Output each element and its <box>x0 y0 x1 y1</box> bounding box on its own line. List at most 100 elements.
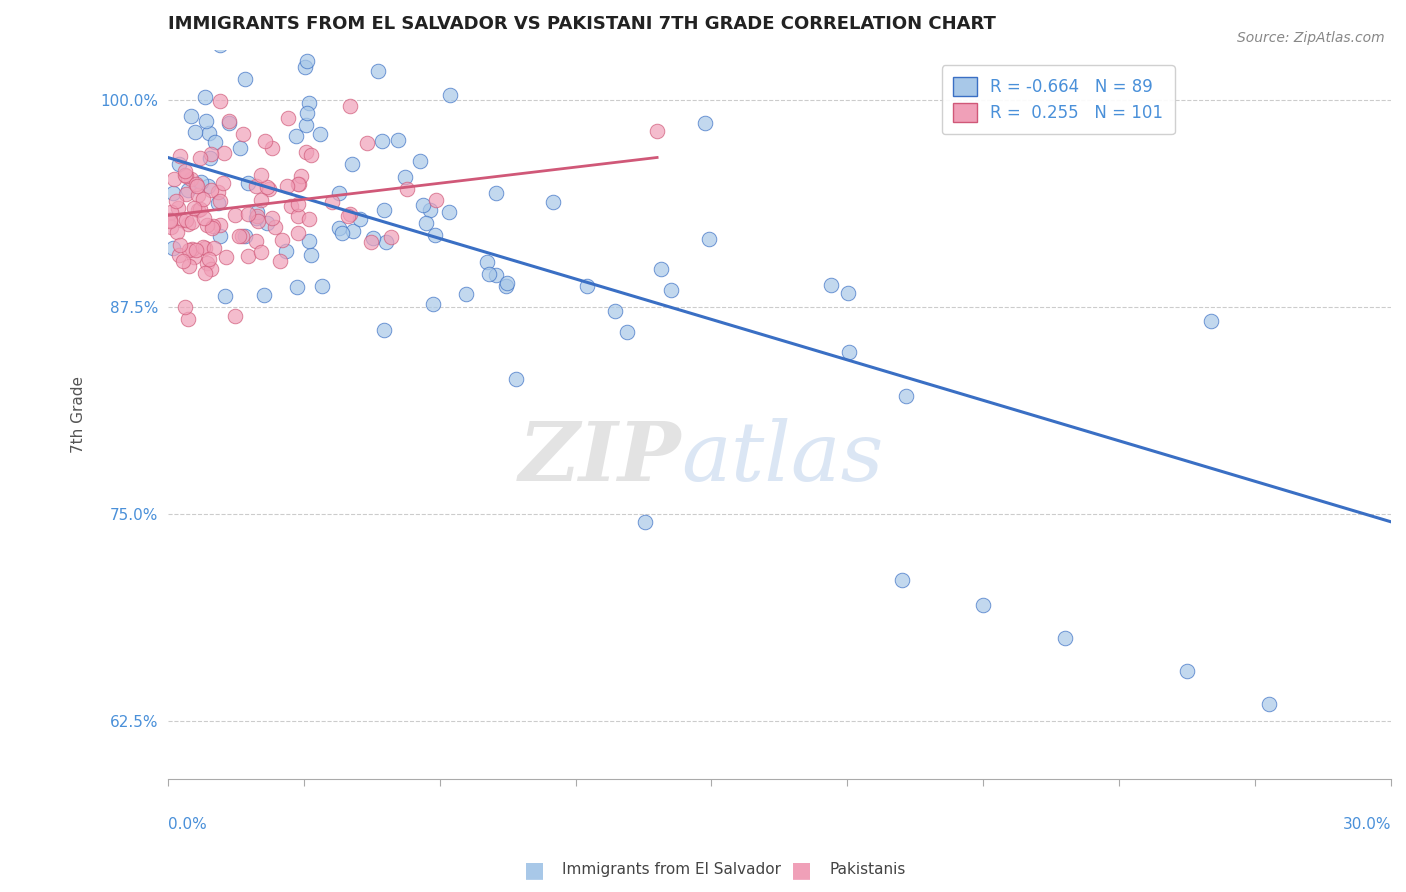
Point <box>484 186 506 200</box>
Point <box>349 211 371 226</box>
Point <box>179 260 201 274</box>
Point <box>495 278 517 293</box>
Point <box>245 211 267 225</box>
Point <box>285 129 308 144</box>
Point <box>299 148 322 162</box>
Point <box>246 214 269 228</box>
Point <box>287 209 309 223</box>
Point <box>280 198 302 212</box>
Point <box>195 218 218 232</box>
Point <box>229 141 252 155</box>
Point <box>475 254 498 268</box>
Point <box>186 243 208 257</box>
Point <box>190 175 212 189</box>
Point <box>328 186 350 200</box>
Point <box>283 20 305 34</box>
Point <box>297 234 319 248</box>
Point <box>367 63 389 78</box>
Text: atlas: atlas <box>682 417 884 498</box>
Point <box>200 183 222 197</box>
Point <box>256 180 278 194</box>
Point <box>394 169 416 184</box>
Point <box>634 515 657 529</box>
Point <box>194 241 217 255</box>
Point <box>212 177 235 191</box>
Point <box>645 124 668 138</box>
Text: Immigrants from El Salvador: Immigrants from El Salvador <box>562 863 782 877</box>
Point <box>160 205 183 219</box>
Point <box>208 218 231 232</box>
Point <box>167 247 190 261</box>
Point <box>198 126 221 140</box>
Point <box>287 178 309 192</box>
Point <box>838 345 860 359</box>
Point <box>169 238 191 252</box>
Point <box>162 241 184 255</box>
Point <box>295 106 318 120</box>
Point <box>207 185 229 199</box>
Point <box>478 267 501 281</box>
Point <box>159 220 181 235</box>
Point <box>425 193 447 207</box>
Point <box>505 372 527 386</box>
Point <box>321 194 343 209</box>
Point <box>186 178 208 192</box>
Point <box>295 118 318 132</box>
Point <box>290 169 312 183</box>
Point <box>228 228 250 243</box>
Point <box>423 227 446 242</box>
Point <box>180 110 202 124</box>
Point <box>159 213 181 227</box>
Point <box>202 241 225 255</box>
Point <box>214 288 236 302</box>
Point <box>288 177 311 191</box>
Text: 30.0%: 30.0% <box>1343 817 1391 832</box>
Point <box>650 262 672 277</box>
Point <box>193 211 215 226</box>
Point <box>195 114 218 128</box>
Point <box>194 90 217 104</box>
Point <box>371 135 394 149</box>
Text: ZIP: ZIP <box>519 417 682 498</box>
Legend: R = -0.664   N = 89, R =  0.255   N = 101: R = -0.664 N = 89, R = 0.255 N = 101 <box>942 65 1175 134</box>
Point <box>165 194 187 208</box>
Point <box>174 187 197 202</box>
Point <box>163 171 186 186</box>
Point <box>167 157 190 171</box>
Point <box>409 154 432 169</box>
Point <box>412 198 434 212</box>
Point <box>198 252 221 267</box>
Point <box>218 114 240 128</box>
Point <box>209 94 232 108</box>
Point <box>218 116 240 130</box>
Point <box>236 176 259 190</box>
Point <box>360 235 382 250</box>
Point <box>342 157 364 171</box>
Point <box>287 197 309 211</box>
Point <box>1257 697 1279 711</box>
Point <box>576 278 599 293</box>
Point <box>262 211 284 225</box>
Point <box>373 323 395 337</box>
Point <box>298 95 321 110</box>
Point <box>190 151 212 165</box>
Text: Source: ZipAtlas.com: Source: ZipAtlas.com <box>1237 31 1385 45</box>
Point <box>174 168 197 182</box>
Point <box>250 245 273 260</box>
Text: ■: ■ <box>524 860 544 880</box>
Point <box>254 134 277 148</box>
Text: IMMIGRANTS FROM EL SALVADOR VS PAKISTANI 7TH GRADE CORRELATION CHART: IMMIGRANTS FROM EL SALVADOR VS PAKISTANI… <box>167 15 995 33</box>
Point <box>224 309 246 323</box>
Point <box>160 28 183 42</box>
Point <box>246 204 269 219</box>
Point <box>693 115 716 129</box>
Point <box>236 207 259 221</box>
Point <box>659 283 682 297</box>
Point <box>208 194 231 209</box>
Point <box>356 136 378 150</box>
Point <box>180 243 202 257</box>
Point <box>271 234 294 248</box>
Point <box>311 278 333 293</box>
Point <box>162 186 184 200</box>
Point <box>169 149 191 163</box>
